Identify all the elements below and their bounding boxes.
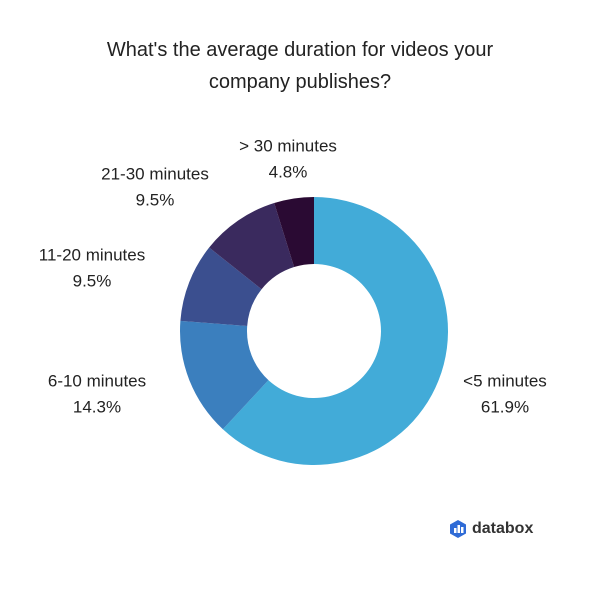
slice-label: > 30 minutes	[239, 136, 337, 155]
chart-title: What's the average duration for videos y…	[106, 39, 494, 93]
logo-icon	[461, 527, 464, 533]
logo-text: databox	[472, 520, 533, 537]
donut-slice	[209, 203, 295, 290]
logo-icon	[454, 528, 457, 533]
slice-label: 21-30 minutes	[101, 164, 209, 183]
slice-label: 11-20 minutes	[39, 245, 145, 264]
donut-slice	[179, 320, 269, 430]
slice-value-label: 9.5%	[136, 190, 175, 209]
donut-slice	[274, 197, 314, 268]
slice-value-label: 9.5%	[73, 271, 112, 290]
slice-value-label: 14.3%	[73, 397, 121, 416]
slice-label: <5 minutes	[463, 371, 547, 390]
slice-value-label: 61.9%	[481, 397, 529, 416]
donut-slice	[180, 247, 262, 326]
logo-icon	[457, 525, 460, 533]
slice-label: 6-10 minutes	[48, 371, 146, 390]
slice-value-label: 4.8%	[269, 162, 308, 181]
logo: databox	[450, 520, 533, 538]
donut-slice	[222, 197, 448, 465]
